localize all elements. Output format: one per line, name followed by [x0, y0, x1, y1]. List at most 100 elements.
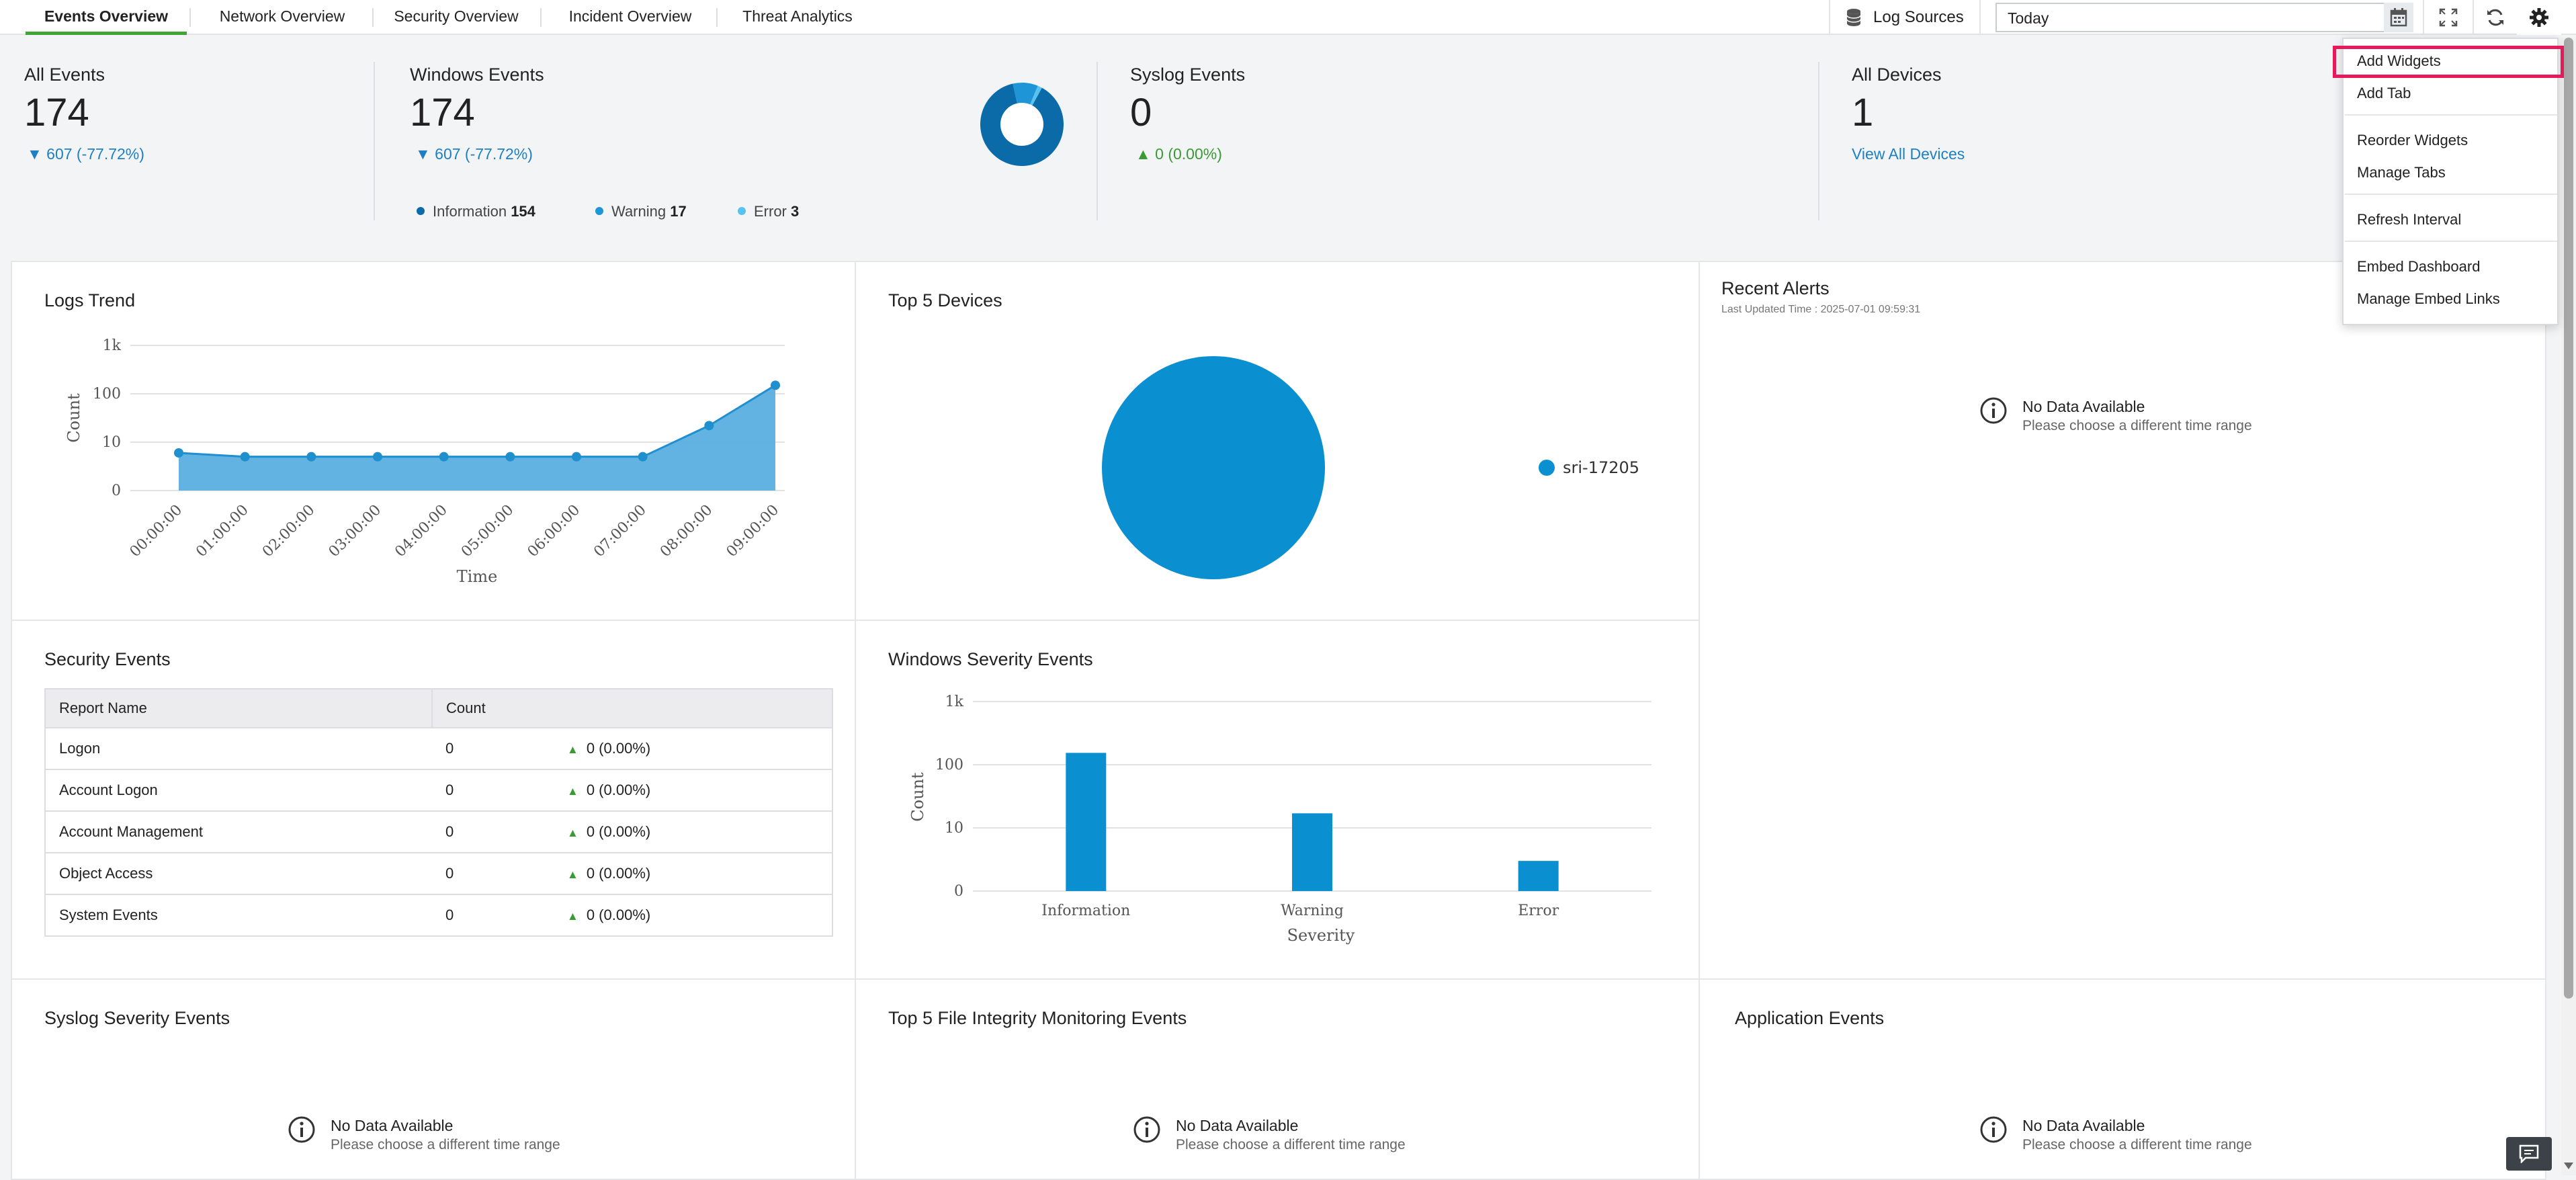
chat-button[interactable] — [2506, 1137, 2552, 1171]
tab-events-overview[interactable]: Events Overview — [26, 0, 187, 35]
menu-item-add-tab[interactable]: Add Tab — [2357, 85, 2411, 101]
data-point — [439, 452, 449, 462]
nodata-subtitle: Please choose a different time range — [2022, 1137, 2252, 1152]
row-change: ▲ 0 (0.00%) — [554, 852, 833, 895]
row-count: 0 — [432, 852, 554, 895]
down-triangle-icon: ▼ — [415, 145, 431, 163]
bar — [1518, 861, 1559, 891]
scroll-down-arrow-icon[interactable] — [2563, 1161, 2574, 1171]
data-point — [572, 452, 581, 462]
data-point — [771, 380, 780, 390]
data-point — [306, 452, 316, 462]
up-triangle-icon: ▲ — [1135, 145, 1151, 163]
x-tick-label: 01:00:00 — [193, 502, 252, 561]
legend-information: Information 154 — [417, 203, 535, 220]
menu-item-manage-embed-links[interactable]: Manage Embed Links — [2357, 290, 2500, 307]
y-tick-label: 0 — [954, 883, 963, 900]
top5-devices-title: Top 5 Devices — [888, 290, 1002, 310]
row-count: 0 — [432, 810, 554, 853]
tab-incident-overview[interactable]: Incident Overview — [568, 7, 692, 25]
refresh-icon — [2487, 9, 2503, 26]
date-range-value: Today — [2008, 9, 2049, 27]
windows-events-donut — [980, 83, 1064, 166]
windows-events-value: 174 — [410, 91, 475, 134]
row-report-name: System Events — [44, 894, 432, 937]
fim-events-widget: Top 5 File Integrity Monitoring Events N… — [855, 978, 1700, 1180]
y-tick-label: 0 — [112, 482, 121, 499]
menu-item-manage-tabs[interactable]: Manage Tabs — [2357, 164, 2446, 181]
syslog-events-title: Syslog Events — [1130, 65, 1246, 85]
logs-trend-widget: Logs Trend Count Time 0 10 100 1k 00:00:00 01… — [11, 261, 856, 621]
chat-icon — [2519, 1144, 2539, 1163]
y-axis-title: Count — [908, 772, 927, 822]
page-scrollbar[interactable] — [2561, 38, 2576, 1175]
scrollbar-thumb[interactable] — [2564, 38, 2573, 999]
y-axis-title: Count — [65, 393, 83, 443]
table-row[interactable]: Object Access 0 ▲ 0 (0.00%) — [44, 852, 833, 895]
info-icon — [1133, 1116, 1160, 1143]
info-icon — [288, 1116, 315, 1143]
menu-divider — [2345, 241, 2557, 242]
highlight-box — [2333, 46, 2564, 78]
windows-events-change: ▼ 607 (-77.72%) — [415, 145, 533, 163]
table-row[interactable]: Account Management 0 ▲ 0 (0.00%) — [44, 810, 833, 853]
table-row[interactable]: System Events 0 ▲ 0 (0.00%) — [44, 894, 833, 937]
windows-events-change-text: 607 (-77.72%) — [435, 145, 533, 163]
nodata-title: No Data Available — [2022, 398, 2145, 415]
syslog-events-change-text: 0 (0.00%) — [1155, 145, 1222, 163]
application-events-title: Application Events — [1735, 1008, 1885, 1028]
syslog-severity-widget: Syslog Severity Events No Data Available… — [11, 978, 856, 1180]
info-icon — [1980, 397, 2007, 424]
tab-threat-analytics[interactable]: Threat Analytics — [742, 7, 853, 25]
tab-divider — [189, 8, 191, 27]
refresh-button[interactable] — [2470, 0, 2518, 35]
data-point — [240, 452, 250, 462]
y-tick-label: 1k — [103, 337, 122, 354]
view-all-devices-link[interactable]: View All Devices — [1852, 145, 1965, 163]
settings-button[interactable] — [2517, 0, 2561, 35]
table-row[interactable]: Account Logon 0 ▲ 0 (0.00%) — [44, 769, 833, 812]
legend-error-value: 3 — [791, 203, 800, 220]
bar — [1066, 753, 1107, 891]
row-report-name: Account Logon — [44, 769, 432, 812]
menu-item-reorder-widgets[interactable]: Reorder Widgets — [2357, 132, 2468, 149]
windows-severity-widget: Windows Severity Events Count Severity 0… — [855, 620, 1700, 980]
menu-item-refresh-interval[interactable]: Refresh Interval — [2357, 211, 2462, 228]
table-row[interactable]: Logon 0 ▲ 0 (0.00%) — [44, 727, 833, 770]
x-tick-label: Warning — [1281, 902, 1344, 919]
menu-item-embed-dashboard[interactable]: Embed Dashboard — [2357, 258, 2481, 275]
calendar-button[interactable] — [2384, 3, 2413, 32]
legend-warning: Warning 17 — [595, 203, 687, 220]
date-range-field[interactable]: Today — [1995, 3, 2389, 32]
nodata-title: No Data Available — [2022, 1117, 2145, 1134]
tab-security-overview[interactable]: Security Overview — [394, 7, 519, 25]
fullscreen-button[interactable] — [2424, 0, 2473, 35]
top5-devices-chart: sri-17205 — [1102, 356, 1639, 579]
row-change: ▲ 0 (0.00%) — [554, 894, 833, 937]
all-devices-value: 1 — [1852, 91, 1874, 134]
pie-slice — [1102, 356, 1325, 579]
row-change-text: 0 (0.00%) — [586, 740, 651, 757]
x-tick-label: 02:00:00 — [259, 502, 318, 561]
column-header-change — [554, 688, 833, 728]
syslog-events-change: ▲ 0 (0.00%) — [1135, 145, 1222, 163]
tab-divider — [372, 8, 374, 27]
gear-icon — [2530, 8, 2548, 27]
syslog-severity-nodata: No Data Available Please choose a differ… — [288, 1114, 637, 1161]
log-sources-button[interactable]: Log Sources — [1829, 0, 1977, 35]
data-point — [505, 452, 515, 462]
tab-divider — [716, 8, 718, 27]
syslog-events-value: 0 — [1130, 91, 1152, 134]
row-change: ▲ 0 (0.00%) — [554, 727, 833, 770]
menu-item-add-widgets[interactable]: Add Widgets — [2357, 52, 2441, 69]
tab-network-overview[interactable]: Network Overview — [219, 7, 345, 25]
windows-severity-chart: Count Severity 0 10 100 1k Information Warnin… — [908, 693, 1651, 945]
row-report-name: Account Management — [44, 810, 432, 853]
security-events-widget: Security Events Report Name Count Logon … — [11, 620, 856, 980]
all-devices-title: All Devices — [1852, 65, 1942, 85]
series-line — [178, 384, 776, 458]
all-events-change-text: 607 (-77.72%) — [46, 145, 144, 163]
menu-divider — [2345, 194, 2557, 195]
down-triangle-icon: ▼ — [27, 145, 42, 163]
y-tick-label: 10 — [945, 820, 963, 837]
